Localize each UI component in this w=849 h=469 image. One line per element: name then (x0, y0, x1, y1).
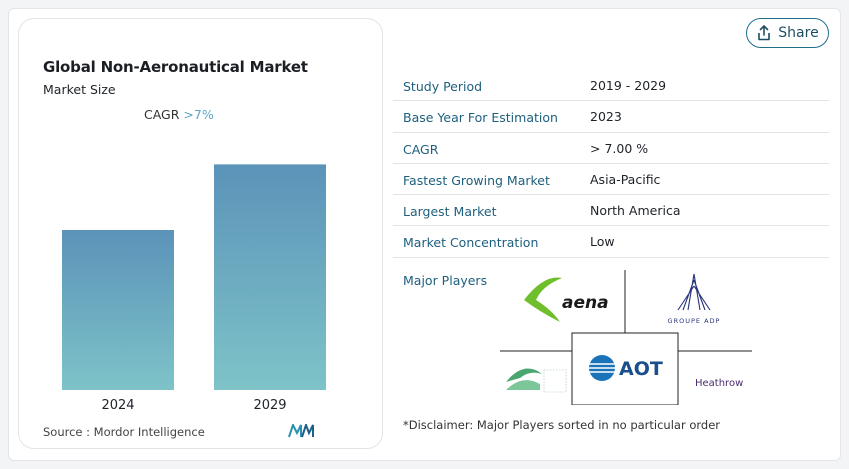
x-tick-label: 2024 (101, 398, 134, 413)
row-value: > 7.00 % (590, 140, 649, 156)
svg-text:aena: aena (562, 293, 609, 313)
heathrow-logo-icon: Heathrow (695, 378, 743, 389)
source-label: Source : Mordor Intelligence (43, 425, 205, 439)
table-row: Market Concentration Low (393, 226, 829, 258)
cagr-value: >7% (183, 107, 214, 122)
row-value: Low (590, 234, 615, 250)
market-overview-table: Study Period 2019 - 2029 Base Year For E… (393, 70, 829, 258)
share-icon (758, 25, 771, 41)
table-row: Study Period 2019 - 2029 (393, 70, 829, 102)
market-size-bar-chart: 2024 2029 (62, 164, 326, 413)
major-players-logos: aena GROUPE ADP AOT Heathrow (500, 270, 752, 405)
svg-text:AOT: AOT (619, 358, 663, 380)
table-row: Largest Market North America (393, 195, 829, 227)
cagr-label: CAGR (144, 107, 180, 122)
row-key: CAGR (403, 141, 439, 157)
table-row: Base Year For Estimation 2023 (393, 101, 829, 133)
row-key: Base Year For Estimation (403, 110, 558, 126)
disclaimer-text: *Disclaimer: Major Players sorted in no … (403, 418, 720, 432)
bar-2024 (62, 230, 174, 390)
row-value: 2023 (590, 109, 622, 125)
aot-logo-icon: AOT (589, 355, 663, 381)
bar-2029 (214, 164, 326, 390)
row-value: 2019 - 2029 (590, 78, 667, 93)
svg-text:GROUPE ADP: GROUPE ADP (668, 317, 721, 325)
x-tick-label: 2029 (253, 398, 286, 413)
svg-text:Heathrow: Heathrow (695, 378, 743, 389)
cagr-indicator: CAGR >7% (144, 107, 214, 122)
row-key: Study Period (403, 79, 483, 94)
row-value: Asia-Pacific (590, 171, 661, 187)
table-row: Fastest Growing Market Asia-Pacific (393, 164, 829, 196)
mordor-logo-icon (288, 424, 314, 438)
table-row: CAGR > 7.00 % (393, 133, 829, 164)
row-key: Market Concentration (403, 235, 539, 251)
airport-authority-hk-logo-icon (506, 368, 567, 393)
chart-title: Global Non-Aeronautical Market (43, 58, 308, 76)
aena-logo-icon: aena (524, 277, 609, 322)
share-label: Share (778, 25, 819, 41)
row-key: Fastest Growing Market (403, 172, 550, 188)
row-key: Largest Market (403, 204, 497, 220)
major-players-label: Major Players (403, 273, 488, 288)
chart-subtitle: Market Size (43, 82, 116, 97)
row-value: North America (590, 203, 681, 219)
share-button[interactable]: Share (746, 18, 829, 48)
groupe-adp-logo-icon: GROUPE ADP (668, 273, 721, 325)
